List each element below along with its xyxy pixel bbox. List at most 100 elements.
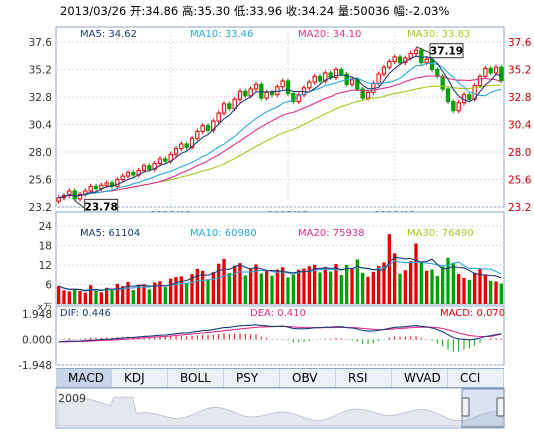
price-axis-right-tick: 30.4 xyxy=(508,120,532,132)
quote-summary: 2013/03/26 开:34.86 高:35.30 低:33.96 收:34.… xyxy=(60,4,450,18)
annotation-label: 37.19 xyxy=(430,46,463,58)
volume-bar xyxy=(483,275,487,304)
navigator-right-handle xyxy=(496,397,505,417)
candle-body xyxy=(440,75,445,90)
volume-bar xyxy=(78,291,82,304)
volume-bar xyxy=(355,259,359,304)
candle-body xyxy=(429,58,435,70)
volume-bar xyxy=(291,274,295,304)
dif-line xyxy=(58,324,502,343)
volume-bar xyxy=(398,273,402,304)
volume-bar xyxy=(142,284,146,304)
candle-body xyxy=(184,143,189,148)
candle-body xyxy=(77,193,83,200)
volume-bar xyxy=(393,253,397,304)
volume-bar xyxy=(185,283,189,304)
candle-body xyxy=(488,67,493,74)
tab-rsi[interactable]: RSI xyxy=(336,369,392,387)
volume-unit-label: x万 xyxy=(38,303,52,313)
price-axis-right-tick: 23.2 xyxy=(508,202,531,214)
volume-bar xyxy=(371,271,375,304)
volume-ma-long-line xyxy=(58,260,502,291)
volume-legend-item: MA10: 60980 xyxy=(190,228,257,239)
volume-bar xyxy=(137,284,141,304)
volume-bar xyxy=(222,258,226,304)
candle-body xyxy=(243,90,248,97)
volume-bar xyxy=(217,263,221,304)
candle-body xyxy=(195,130,200,139)
volume-bar xyxy=(110,289,114,304)
candle-body xyxy=(115,179,120,187)
candle-body xyxy=(339,69,344,75)
candle-body xyxy=(312,75,317,83)
volume-bar xyxy=(499,283,503,304)
volume-bar xyxy=(158,281,162,304)
volume-bars xyxy=(57,234,503,304)
volume-bar xyxy=(131,290,135,304)
price-legend-item: MA30: 33.83 xyxy=(407,29,470,40)
volume-bar xyxy=(419,261,423,304)
candle-body xyxy=(179,143,184,150)
volume-legend-item: MA30: 76490 xyxy=(407,228,474,239)
candle-body xyxy=(205,125,211,131)
volume-bar xyxy=(174,277,178,304)
candle-body xyxy=(365,91,371,99)
macd-axis-tick: -1.948 xyxy=(18,360,52,372)
candle-body xyxy=(125,172,131,177)
candle-body xyxy=(408,52,413,59)
tab-kdj[interactable]: KDJ xyxy=(112,369,168,387)
candle-body xyxy=(328,72,333,79)
volume-bar xyxy=(83,292,87,304)
candle-body xyxy=(349,79,355,85)
tab-macd[interactable]: MACD xyxy=(56,369,112,387)
candle-body xyxy=(483,67,488,77)
tab-psy[interactable]: PSY xyxy=(224,369,280,387)
tab-wvad[interactable]: WVAD xyxy=(392,369,448,387)
volume-bar xyxy=(382,262,386,304)
candle-body xyxy=(307,81,312,89)
candle-body xyxy=(451,101,456,112)
volume-bar xyxy=(206,279,210,304)
volume-bar xyxy=(238,263,242,304)
candle-body xyxy=(56,197,61,202)
volume-bar xyxy=(297,269,301,304)
volume-bar xyxy=(265,271,269,304)
price-axis-right-tick: 32.8 xyxy=(508,92,531,104)
volume-axis-tick: 6 xyxy=(45,280,52,292)
volume-bar xyxy=(227,273,231,304)
candle-body xyxy=(392,56,397,62)
macd-frame xyxy=(55,305,505,366)
candle-body xyxy=(221,103,227,114)
volume-bar xyxy=(339,275,343,304)
candle-body xyxy=(189,137,195,148)
volume-bar xyxy=(286,277,290,304)
candle-body xyxy=(445,88,451,103)
volume-bar xyxy=(57,286,61,304)
candle-body xyxy=(413,49,419,54)
volume-bar xyxy=(67,291,71,304)
macd-axis-tick: 0.000 xyxy=(22,335,52,347)
ma10-line xyxy=(58,62,502,199)
price-axis-right-tick: 35.2 xyxy=(508,65,531,77)
annotation-label: 23.78 xyxy=(85,201,118,213)
tab-cci[interactable]: CCI xyxy=(448,369,504,387)
volume-bar xyxy=(147,289,151,304)
volume-bar xyxy=(153,282,157,304)
tab-obv[interactable]: OBV xyxy=(280,369,336,387)
candle-body xyxy=(72,190,77,200)
price-legend-item: MA10: 33.46 xyxy=(190,29,253,40)
candle-body xyxy=(381,66,387,75)
volume-axis-tick: 18 xyxy=(39,241,52,253)
tab-boll[interactable]: BOLL xyxy=(168,369,224,387)
volume-bar xyxy=(425,270,429,304)
navigator-overview-area xyxy=(57,396,503,427)
candle-body xyxy=(397,56,403,64)
volume-bar xyxy=(377,265,381,304)
volume-bar xyxy=(126,281,130,304)
price-axis-left-tick: 28.0 xyxy=(29,147,52,159)
candle-body xyxy=(317,75,323,82)
range-navigator[interactable] xyxy=(55,387,505,429)
volume-bar xyxy=(441,266,445,304)
annotation-pointer xyxy=(415,46,431,54)
volume-bar xyxy=(243,275,247,304)
